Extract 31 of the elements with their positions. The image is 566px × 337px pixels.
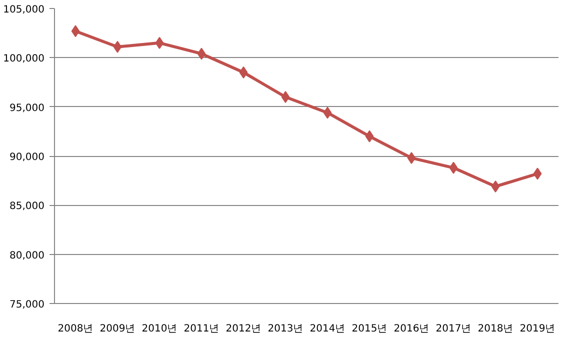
- point: [323, 106, 332, 119]
- point: [449, 162, 458, 174]
- point: [71, 25, 80, 38]
- y-tick-label: 95,000: [10, 102, 45, 114]
- x-tick-label: 2018년: [478, 324, 514, 334]
- x-tick-label: 2016년: [394, 324, 430, 334]
- x-tick-label: 2009년: [100, 324, 136, 334]
- x-tick-label: 2014년: [310, 324, 346, 334]
- point: [239, 66, 248, 78]
- x-tick-label: 2019년: [520, 324, 556, 334]
- y-tick-label: 85,000: [10, 201, 45, 212]
- point: [533, 168, 542, 180]
- point: [197, 48, 206, 60]
- y-tick-label: 100,000: [3, 54, 45, 65]
- point: [407, 152, 416, 164]
- x-tick-label: 2008년: [58, 324, 94, 334]
- point: [113, 40, 122, 53]
- point: [281, 91, 290, 103]
- y-tick-label: 80,000: [10, 250, 45, 262]
- x-tick-label: 2015년: [352, 324, 388, 334]
- x-tick-label: 2011년: [184, 324, 220, 334]
- point: [155, 36, 164, 49]
- y-tick-label: 75,000: [10, 300, 45, 310]
- x-tick-label: 2010년: [142, 324, 178, 334]
- y-tick-label: 105,000: [3, 4, 45, 16]
- y-tick-label: 90,000: [10, 152, 45, 163]
- point: [365, 130, 374, 142]
- x-tick-label: 2017년: [436, 324, 472, 334]
- point: [491, 180, 500, 192]
- x-tick-label: 2013년: [268, 324, 304, 334]
- x-tick-label: 2012년: [226, 324, 262, 334]
